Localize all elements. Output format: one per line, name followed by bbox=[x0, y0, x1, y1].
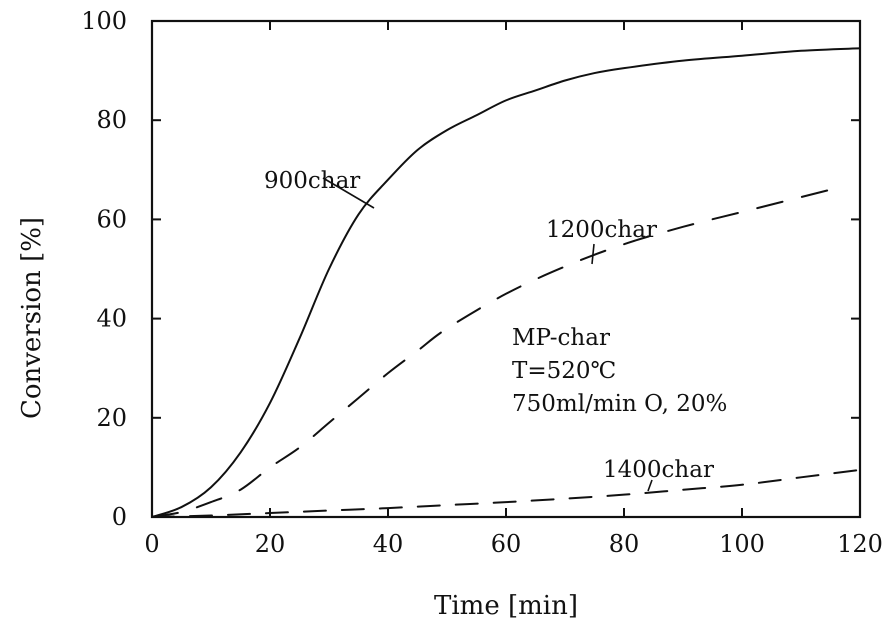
condition-line-3: 750ml/min O, 20% bbox=[512, 391, 727, 417]
series-label-1200char: 1200char bbox=[546, 217, 657, 243]
x-axis-title: Time [min] bbox=[434, 591, 578, 621]
x-tick-label: 80 bbox=[609, 530, 640, 558]
series-line-1400char bbox=[151, 468, 861, 518]
condition-line-1: MP-char bbox=[512, 325, 610, 351]
x-tick-label: 40 bbox=[373, 530, 404, 558]
leader-line-1400char bbox=[647, 479, 653, 492]
y-tick-label: 20 bbox=[96, 404, 127, 432]
x-tick-label: 60 bbox=[491, 530, 522, 558]
y-tick-label: 100 bbox=[81, 7, 127, 35]
y-tick-label: 60 bbox=[96, 205, 127, 233]
series-line-900char bbox=[151, 47, 861, 518]
series-label-1400char: 1400char bbox=[603, 457, 714, 483]
x-axis-ticks: 0 20 40 60 80 100 120 bbox=[144, 21, 883, 558]
series-line-1200char bbox=[151, 188, 832, 518]
y-tick-label: 80 bbox=[96, 106, 127, 134]
x-tick-label: 20 bbox=[255, 530, 286, 558]
x-tick-label: 0 bbox=[144, 530, 159, 558]
y-axis-ticks: 0 20 40 60 80 100 bbox=[81, 7, 860, 531]
y-tick-label: 40 bbox=[96, 305, 127, 333]
leader-line-1200char bbox=[591, 243, 595, 265]
leader-line-900char bbox=[322, 177, 375, 209]
y-axis-title: Conversion [%] bbox=[17, 217, 47, 419]
y-tick-label: 0 bbox=[112, 503, 127, 531]
series-label-900char: 900char bbox=[264, 168, 360, 194]
x-tick-label: 100 bbox=[719, 530, 765, 558]
plot-frame bbox=[150, 19, 862, 519]
x-tick-label: 120 bbox=[837, 530, 883, 558]
series-layer bbox=[151, 47, 861, 518]
condition-line-2: T=520℃ bbox=[512, 358, 616, 384]
plot-border bbox=[150, 19, 862, 519]
